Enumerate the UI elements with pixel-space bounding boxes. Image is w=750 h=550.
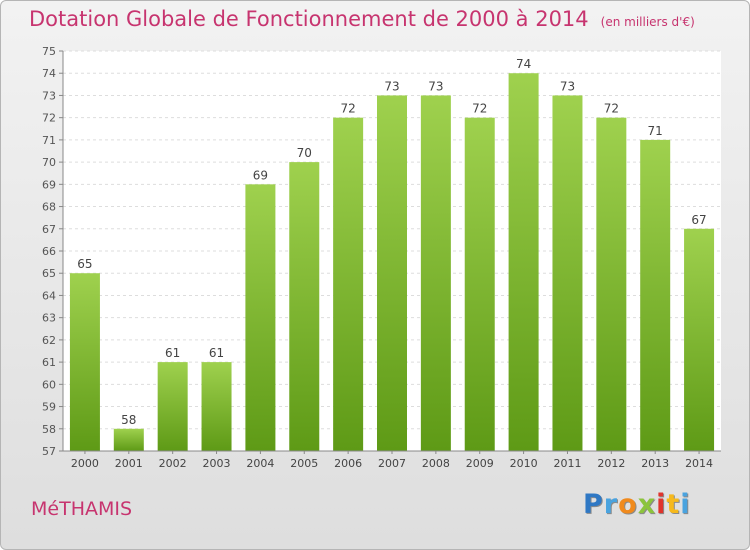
- x-tick-label: 2001: [115, 457, 143, 470]
- data-label: 73: [384, 79, 399, 93]
- brand-logo: Proxiti: [583, 489, 691, 520]
- plot-area: 57 58 59 60 61 62 63 64 65 66 67 68 69 70 71 72 73 74 75 65…: [42, 45, 721, 470]
- bar: [333, 117, 364, 452]
- x-tick-label: 2010: [510, 457, 538, 470]
- y-tick-label: 73: [42, 89, 56, 102]
- x-tick-label: 2013: [641, 457, 669, 470]
- y-tick-label: 70: [42, 156, 56, 169]
- data-label: 65: [77, 257, 92, 271]
- brand-letter: P: [583, 489, 604, 520]
- brand-letter: i: [680, 489, 691, 520]
- title-text: Dotation Globale de Fonctionnement de 20…: [29, 7, 589, 31]
- chart-title: Dotation Globale de Fonctionnement de 20…: [29, 7, 695, 31]
- bar: [508, 73, 539, 451]
- y-tick-label: 63: [42, 312, 56, 325]
- y-tick-label: 62: [42, 334, 56, 347]
- y-tick-label: 72: [42, 112, 56, 125]
- brand-letter: t: [666, 489, 681, 520]
- data-label: 71: [648, 124, 663, 138]
- data-label: 61: [165, 346, 180, 360]
- brand-letter: r: [603, 489, 619, 520]
- x-tick-label: 2005: [290, 457, 318, 470]
- brand-letter: i: [656, 489, 667, 520]
- y-tick-label: 65: [42, 267, 56, 280]
- bar: [596, 117, 627, 452]
- bar: [201, 362, 232, 451]
- brand-letter: o: [618, 489, 638, 520]
- data-label: 72: [340, 102, 355, 116]
- data-label: 58: [121, 413, 136, 427]
- data-label: 67: [691, 213, 706, 227]
- x-tick-label: 2000: [71, 457, 99, 470]
- y-tick-label: 74: [42, 67, 56, 80]
- y-tick-label: 71: [42, 134, 56, 147]
- x-tick-label: 2014: [685, 457, 713, 470]
- x-tick-label: 2002: [159, 457, 187, 470]
- bar: [157, 362, 188, 451]
- x-tick-label: 2006: [334, 457, 362, 470]
- y-tick-label: 75: [42, 45, 56, 58]
- x-tick-label: 2011: [553, 457, 581, 470]
- bar: [289, 162, 320, 451]
- x-tick-label: 2009: [466, 457, 494, 470]
- chart-subtitle: (en milliers d'€): [600, 15, 695, 29]
- y-tick-label: 60: [42, 378, 56, 391]
- brand-letter: x: [637, 489, 657, 520]
- bar: [552, 95, 583, 451]
- bar: [640, 139, 671, 451]
- y-tick-label: 68: [42, 201, 56, 214]
- commune-name: MéTHAMIS: [31, 498, 133, 520]
- y-tick-label: 58: [42, 423, 56, 436]
- bar: [377, 95, 407, 451]
- y-tick-label: 66: [42, 245, 56, 258]
- data-label: 69: [253, 168, 268, 182]
- data-label: 72: [604, 102, 619, 116]
- bar: [464, 117, 495, 452]
- bar: [684, 228, 715, 451]
- bar: [245, 184, 276, 452]
- y-tick-label: 57: [42, 445, 56, 458]
- data-label: 73: [428, 79, 443, 93]
- y-tick-label: 67: [42, 223, 56, 236]
- bar: [420, 95, 451, 451]
- bar: [69, 273, 100, 451]
- data-label: 74: [516, 57, 531, 71]
- x-tick-label: 2003: [203, 457, 231, 470]
- x-tick-label: 2007: [378, 457, 406, 470]
- y-tick-label: 69: [42, 178, 56, 191]
- data-label: 70: [297, 146, 312, 160]
- data-label: 61: [209, 346, 224, 360]
- y-tick-label: 64: [42, 289, 56, 302]
- x-tick-label: 2004: [246, 457, 274, 470]
- data-label: 73: [560, 79, 575, 93]
- y-tick-label: 59: [42, 401, 56, 414]
- bar: [113, 428, 144, 451]
- data-label: 72: [472, 102, 487, 116]
- x-tick-label: 2008: [422, 457, 450, 470]
- x-tick-label: 2012: [597, 457, 625, 470]
- y-tick-label: 61: [42, 356, 56, 369]
